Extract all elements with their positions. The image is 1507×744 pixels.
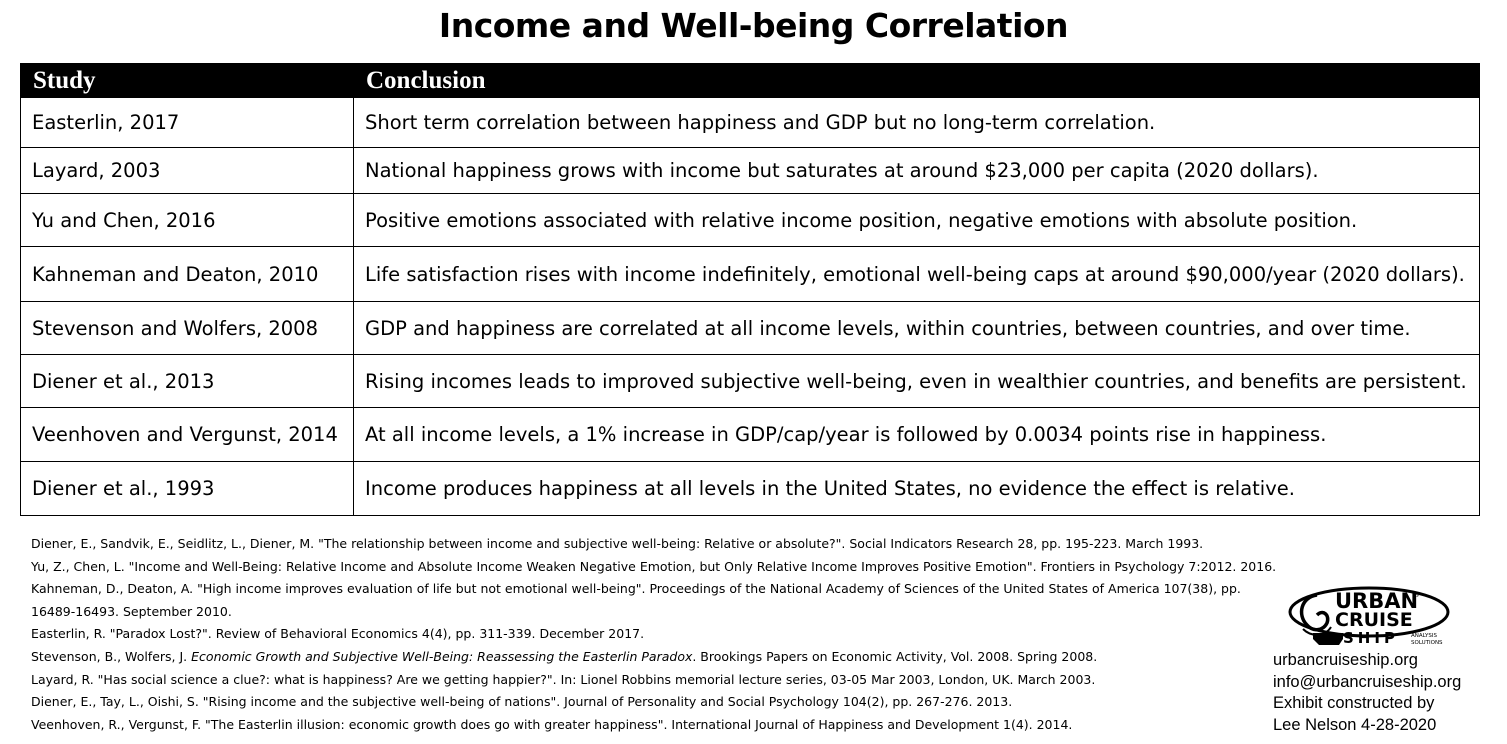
table-row: Kahneman and Deaton, 2010 Life satisfact…	[20, 246, 1480, 302]
reference-title-italic: Economic Growth and Subjective Well-Bein…	[191, 648, 693, 664]
conclusion-cell: Short term correlation between happiness…	[353, 97, 1480, 148]
logo-tag-analysis: ANALYSIS	[1411, 633, 1437, 639]
study-cell: Easterlin, 2017	[20, 97, 354, 148]
author-date-text: Lee Nelson 4-28-2020	[1273, 715, 1437, 734]
table-row: Diener et al., 2013 Rising incomes leads…	[20, 354, 1480, 408]
conclusion-cell: Positive emotions associated with relati…	[353, 193, 1480, 247]
reference-item: Layard, R. "Has social science a clue?: …	[31, 671, 1096, 687]
logo-tag-solutions: SOLUTIONS	[1411, 640, 1443, 646]
email-text: info@urbancruiseship.org	[1273, 672, 1462, 691]
reference-item: Yu, Z., Chen, L. "Income and Well-Being:…	[31, 558, 1277, 574]
column-header-conclusion: Conclusion	[353, 63, 1480, 98]
study-cell: Kahneman and Deaton, 2010	[20, 246, 354, 302]
conclusion-cell: Income produces happiness at all levels …	[353, 461, 1480, 516]
conclusion-cell: At all income levels, a 1% increase in G…	[353, 407, 1480, 462]
study-cell: Yu and Chen, 2016	[20, 193, 354, 247]
reference-item: Easterlin, R. "Paradox Lost?". Review of…	[31, 626, 645, 642]
reference-authors: Stevenson, B., Wolfers, J.	[31, 648, 188, 664]
studies-table: Study Conclusion Easterlin, 2017 Short t…	[20, 63, 1480, 516]
table-row: Easterlin, 2017 Short term correlation b…	[20, 97, 1480, 148]
conclusion-cell: Rising incomes leads to improved subject…	[353, 354, 1480, 408]
logo-text-cruise: CRUISE	[1335, 609, 1413, 631]
study-cell: Diener et al., 2013	[20, 354, 354, 408]
table-row: Stevenson and Wolfers, 2008 GDP and happ…	[20, 301, 1480, 355]
reference-item: Stevenson, B., Wolfers, J. Economic Grow…	[31, 646, 1321, 669]
logo-text-ship: SHIP	[1343, 629, 1399, 647]
study-cell: Diener et al., 1993	[20, 461, 354, 516]
reference-item: Kahneman, D., Deaton, A. "High income im…	[31, 581, 1241, 619]
column-header-study: Study	[20, 63, 354, 98]
logo-reg-mark: ®	[1413, 591, 1420, 599]
table-row: Diener et al., 1993 Income produces happ…	[20, 461, 1480, 516]
urban-cruise-ship-logo: URBAN ® CRUISE SHIP ANALYSIS SOLUTIONS	[1288, 586, 1450, 647]
conclusion-cell: National happiness grows with income but…	[353, 147, 1480, 194]
table-row: Yu and Chen, 2016 Positive emotions asso…	[20, 193, 1480, 247]
reference-item: Veenhoven, R., Vergunst, F. "The Easterl…	[31, 716, 1073, 732]
study-cell: Veenhoven and Vergunst, 2014	[20, 407, 354, 462]
table-row: Veenhoven and Vergunst, 2014 At all inco…	[20, 407, 1480, 462]
references-list: Diener, E., Sandvik, E., Seidlitz, L., D…	[31, 533, 1321, 736]
logo-text-urban: URBAN	[1335, 589, 1418, 613]
study-cell: Stevenson and Wolfers, 2008	[20, 301, 354, 355]
table-header-row: Study Conclusion	[20, 63, 1480, 98]
conclusion-cell: Life satisfaction rises with income inde…	[353, 246, 1480, 302]
website-text: urbancruiseship.org	[1273, 651, 1418, 669]
constructed-by-text: Exhibit constructed by	[1273, 694, 1435, 712]
contact-block: urbancruiseship.org info@urbancruiseship…	[1273, 650, 1503, 736]
conclusion-cell: GDP and happiness are correlated at all …	[353, 301, 1480, 355]
table-row: Layard, 2003 National happiness grows wi…	[20, 147, 1480, 194]
reference-item: Diener, E., Sandvik, E., Seidlitz, L., D…	[31, 536, 1204, 551]
page-title: Income and Well-being Correlation	[438, 6, 1069, 45]
reference-source: . Brookings Papers on Economic Activity,…	[692, 648, 1098, 664]
reference-item: Diener, E., Tay, L., Oishi, S. "Rising i…	[31, 694, 1013, 710]
study-cell: Layard, 2003	[20, 147, 354, 194]
